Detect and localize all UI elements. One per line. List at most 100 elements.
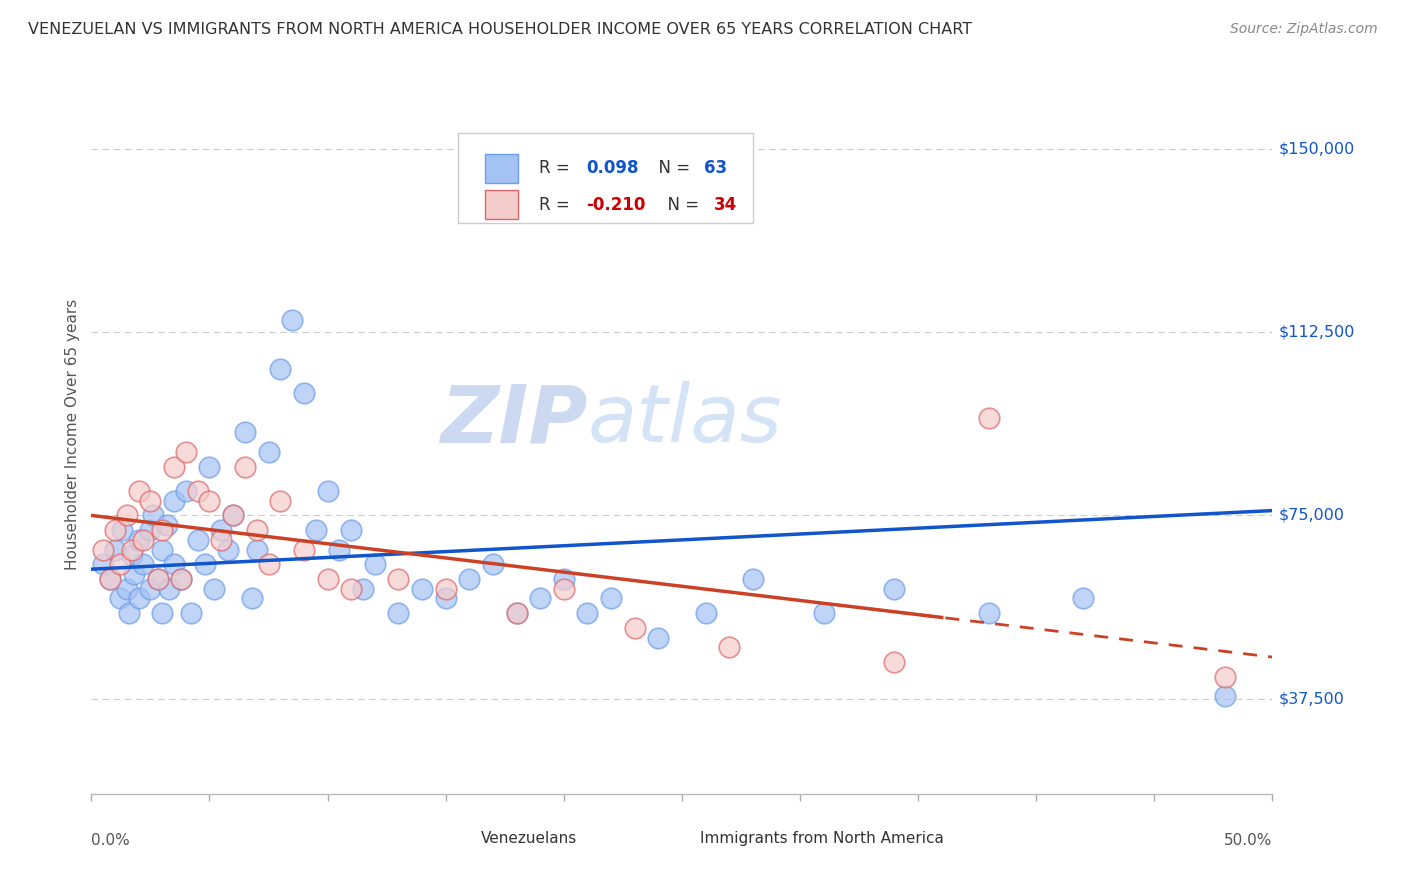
Point	[316, 572, 339, 586]
Text: N =: N =	[657, 195, 704, 213]
Point	[170, 572, 193, 586]
Point	[115, 582, 138, 596]
Point	[222, 508, 245, 523]
Point	[434, 591, 457, 606]
Point	[170, 572, 193, 586]
Point	[139, 582, 162, 596]
Point	[111, 523, 134, 537]
Point	[246, 542, 269, 557]
Point	[600, 591, 623, 606]
Point	[387, 606, 409, 620]
Point	[156, 518, 179, 533]
Point	[142, 508, 165, 523]
Point	[977, 606, 1000, 620]
Point	[180, 606, 202, 620]
Point	[150, 606, 173, 620]
Point	[269, 493, 291, 508]
Point	[91, 542, 114, 557]
Point	[146, 572, 169, 586]
Point	[139, 523, 162, 537]
Point	[104, 542, 127, 557]
Point	[209, 533, 232, 547]
Point	[623, 621, 645, 635]
Text: VENEZUELAN VS IMMIGRANTS FROM NORTH AMERICA HOUSEHOLDER INCOME OVER 65 YEARS COR: VENEZUELAN VS IMMIGRANTS FROM NORTH AMER…	[28, 22, 972, 37]
Point	[209, 523, 232, 537]
Point	[233, 425, 256, 440]
Point	[98, 572, 121, 586]
Point	[132, 558, 155, 572]
Text: 63: 63	[704, 160, 727, 178]
Point	[194, 558, 217, 572]
Point	[187, 533, 209, 547]
FancyBboxPatch shape	[457, 133, 752, 223]
Text: $37,500: $37,500	[1278, 691, 1344, 706]
Point	[198, 493, 221, 508]
Point	[246, 523, 269, 537]
Text: R =: R =	[538, 160, 575, 178]
Point	[1073, 591, 1095, 606]
Point	[281, 313, 304, 327]
Point	[411, 582, 433, 596]
Text: $112,500: $112,500	[1278, 325, 1355, 340]
Bar	[671, 828, 693, 849]
Bar	[485, 190, 517, 219]
Text: $75,000: $75,000	[1278, 508, 1344, 523]
Point	[146, 572, 169, 586]
Point	[121, 548, 143, 562]
Point	[813, 606, 835, 620]
Point	[718, 640, 741, 655]
Text: -0.210: -0.210	[586, 195, 645, 213]
Bar	[451, 828, 475, 849]
Point	[132, 533, 155, 547]
Point	[553, 582, 575, 596]
Point	[157, 582, 180, 596]
Point	[316, 483, 339, 498]
Text: 50.0%: 50.0%	[1225, 833, 1272, 848]
Point	[174, 445, 197, 459]
Point	[150, 542, 173, 557]
Point	[233, 459, 256, 474]
Point	[352, 582, 374, 596]
Point	[128, 591, 150, 606]
Text: Immigrants from North America: Immigrants from North America	[700, 831, 943, 846]
Point	[163, 493, 186, 508]
Point	[128, 533, 150, 547]
Point	[118, 606, 141, 620]
Point	[553, 572, 575, 586]
Point	[292, 542, 315, 557]
Point	[257, 445, 280, 459]
Point	[108, 558, 131, 572]
Point	[292, 386, 315, 401]
Text: Source: ZipAtlas.com: Source: ZipAtlas.com	[1230, 22, 1378, 37]
Point	[240, 591, 263, 606]
Point	[115, 508, 138, 523]
Point	[305, 523, 328, 537]
Point	[977, 410, 1000, 425]
Text: 34: 34	[714, 195, 737, 213]
Point	[505, 606, 527, 620]
Point	[91, 558, 114, 572]
Point	[340, 523, 363, 537]
Point	[163, 558, 186, 572]
Bar	[485, 154, 517, 183]
Point	[883, 582, 905, 596]
Point	[98, 572, 121, 586]
Point	[269, 362, 291, 376]
Point	[328, 542, 350, 557]
Point	[217, 542, 239, 557]
Text: N =: N =	[648, 160, 695, 178]
Point	[122, 567, 145, 582]
Text: 0.098: 0.098	[586, 160, 638, 178]
Point	[121, 542, 143, 557]
Point	[647, 631, 669, 645]
Point	[198, 459, 221, 474]
Point	[150, 523, 173, 537]
Point	[529, 591, 551, 606]
Text: $150,000: $150,000	[1278, 142, 1354, 157]
Point	[741, 572, 763, 586]
Point	[108, 591, 131, 606]
Text: Venezuelans: Venezuelans	[481, 831, 578, 846]
Point	[1213, 670, 1236, 684]
Point	[505, 606, 527, 620]
Text: 0.0%: 0.0%	[91, 833, 131, 848]
